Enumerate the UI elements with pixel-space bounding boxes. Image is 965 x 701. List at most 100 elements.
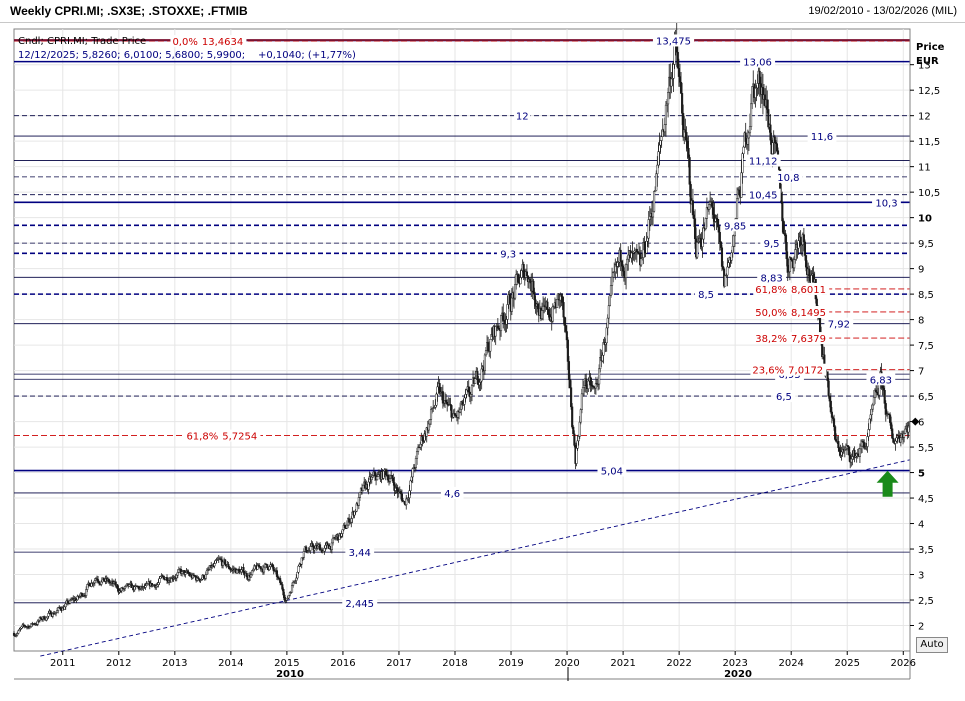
y-tick-label: 6,5 [918, 392, 934, 403]
candle-body [331, 537, 335, 544]
candle-body [704, 218, 707, 229]
candle-body [256, 565, 259, 570]
candle-body [657, 151, 660, 166]
candle-body [659, 140, 662, 146]
candle-body [626, 258, 629, 265]
candle-body [144, 585, 147, 588]
candle-body [438, 383, 441, 394]
candle-body [357, 497, 360, 506]
candle-body [428, 419, 432, 425]
candle-body [114, 581, 117, 586]
candle-body [505, 319, 508, 325]
candle-body [343, 525, 346, 529]
candle-body [899, 437, 902, 443]
candle-body [718, 231, 721, 243]
candle-body [330, 542, 333, 550]
candle-body [655, 173, 658, 191]
candle-body [672, 64, 675, 79]
candle-body [204, 574, 207, 579]
candle-body [771, 142, 774, 155]
fib-percent: 38,2% [755, 334, 787, 345]
candle-body [871, 404, 874, 410]
candle-body [619, 249, 622, 262]
candle-body [253, 565, 256, 570]
candle-body [676, 51, 679, 69]
candle-body [810, 275, 813, 285]
candle-body [410, 476, 413, 482]
x-tick-label: 2019 [498, 658, 523, 669]
candle-body [534, 299, 537, 307]
fib-value: 13,4634 [202, 37, 243, 48]
level-label: 13,06 [743, 58, 772, 69]
candle-body [66, 600, 69, 604]
y-tick-label: 10 [918, 214, 932, 225]
candle-body [489, 339, 492, 352]
candle-body [23, 624, 26, 627]
candle-body [483, 354, 486, 371]
y-tick-label: 13 [918, 61, 931, 72]
candle-body [627, 254, 630, 260]
candle-body [262, 566, 266, 573]
candle-body [510, 297, 513, 312]
candle-body [589, 376, 592, 386]
candle-body [691, 200, 694, 216]
candle-body [146, 583, 149, 585]
x-tick-label: 2024 [778, 658, 803, 669]
candle-body [697, 241, 700, 243]
y-tick-label: 2,5 [918, 596, 934, 607]
fib-label: 0,0% 13,4634 [172, 37, 243, 48]
candle-body [272, 566, 275, 572]
x-tick-label: 2023 [722, 658, 747, 669]
candle-body [664, 104, 667, 125]
y-tick-label: 11 [918, 163, 931, 174]
candle-body [51, 613, 54, 617]
candle-body [686, 141, 689, 149]
candle-body [677, 68, 680, 77]
y-tick-label: 4 [918, 520, 924, 531]
y-tick-label: 10,5 [918, 188, 940, 199]
candle-body [405, 498, 408, 506]
fib-label: 38,2% 7,6379 [755, 334, 826, 345]
auto-scale-button[interactable]: Auto [916, 637, 948, 653]
candle-body [742, 146, 745, 154]
candle-body [889, 414, 892, 423]
level-label: 6,83 [870, 375, 892, 386]
candle-body [780, 192, 783, 203]
candle-body [547, 309, 550, 315]
candle-body [275, 570, 278, 577]
candle-body [741, 153, 744, 174]
candle-body [450, 405, 453, 418]
x-tick-label: 2016 [330, 658, 355, 669]
candle-body [17, 630, 20, 634]
candle-body [316, 545, 319, 549]
candle-body [585, 378, 588, 387]
candle-body [514, 284, 517, 299]
candle-body [271, 564, 274, 568]
candle-body [107, 579, 110, 583]
candle-body [643, 242, 646, 251]
up-arrow-icon [876, 470, 899, 497]
candle-body [264, 563, 267, 568]
chart-title: Weekly CPRI.MI; .SX3E; .STOXXE; .FTMIB [10, 4, 248, 18]
x-tick-label: 2021 [610, 658, 635, 669]
candle-body [884, 403, 887, 415]
candle-body [604, 342, 607, 345]
candle-body [726, 266, 729, 276]
candle-body [736, 198, 739, 219]
level-label: 5,04 [601, 467, 623, 478]
candle-body [478, 382, 481, 386]
candle-body [830, 411, 833, 418]
candle-body [348, 518, 351, 523]
price-chart[interactable]: 13,475 13,06 12 11,6 11,12 10,8 10,45 10,3 9,85 9… [0, 23, 965, 701]
candle-body [116, 584, 119, 589]
candle-body [565, 331, 568, 341]
candle-body [578, 421, 581, 437]
y-tick-label: 9,5 [918, 239, 934, 250]
candle-body [340, 533, 343, 537]
candle-body [684, 129, 687, 133]
fib-label-bg [170, 35, 247, 48]
level-label: 13,475 [656, 36, 691, 47]
candle-body [324, 545, 327, 549]
y-tick-label: 6 [918, 418, 924, 429]
candle-body [882, 387, 885, 391]
